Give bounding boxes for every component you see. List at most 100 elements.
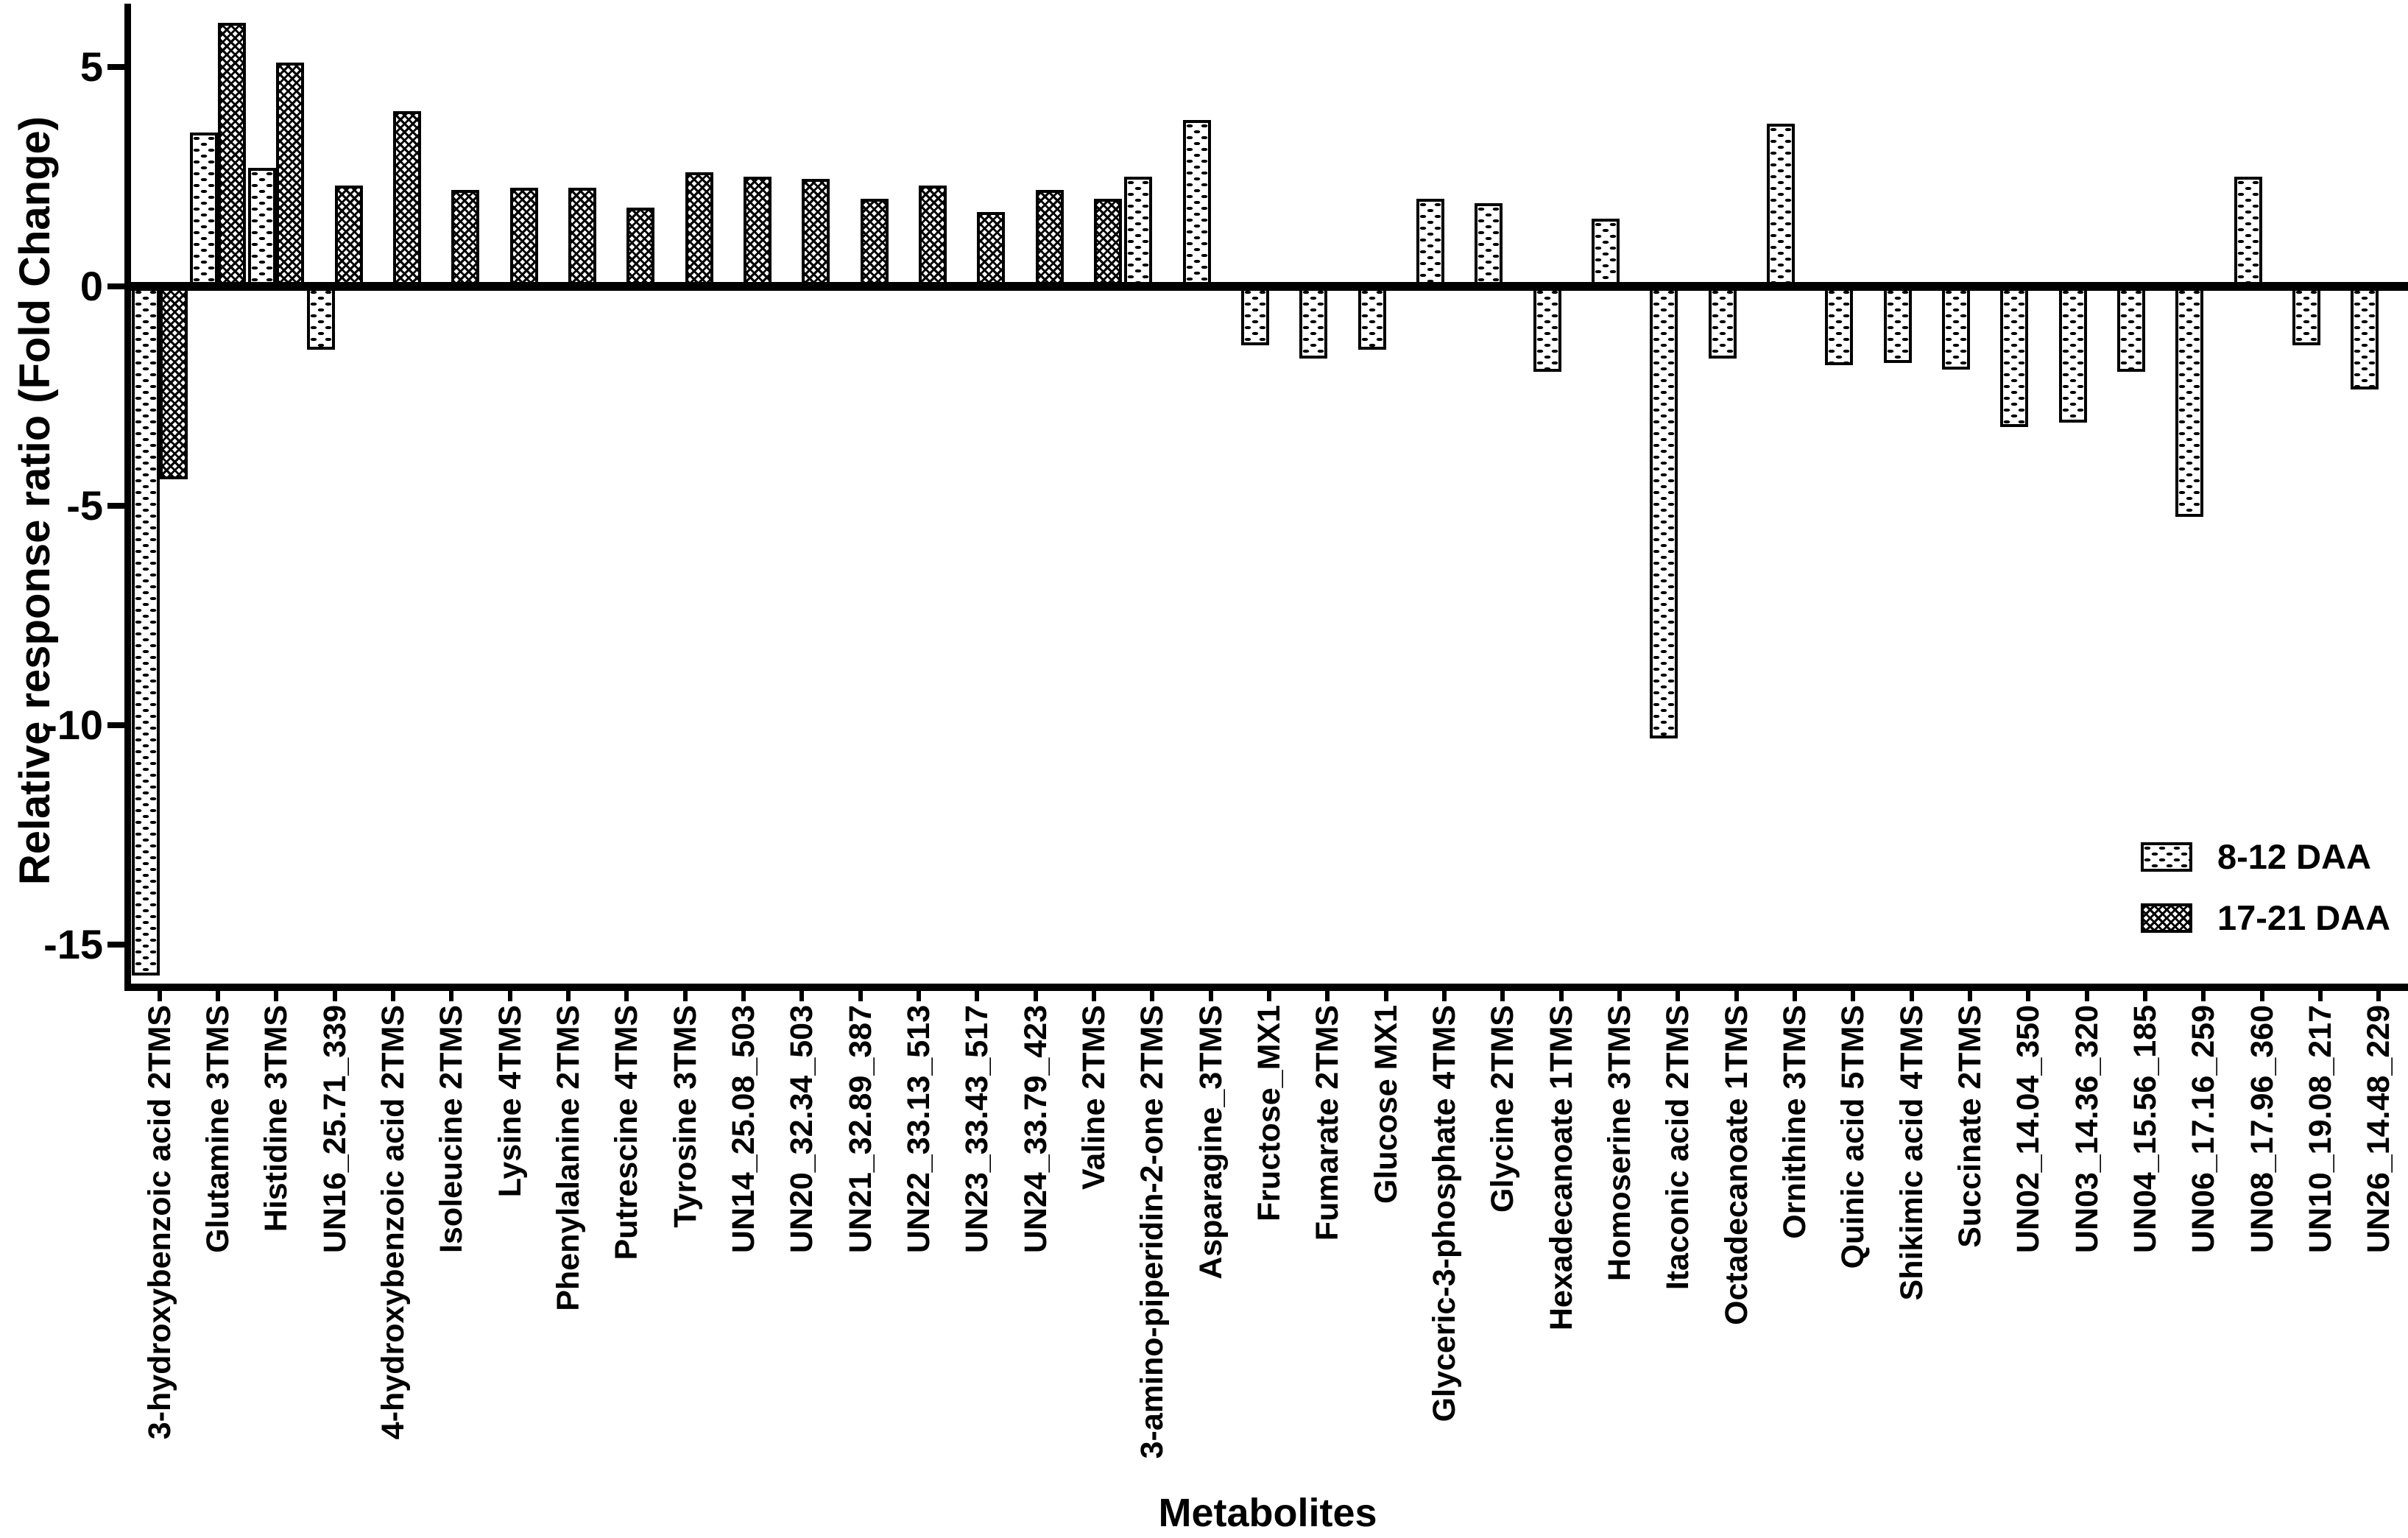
x-tick <box>216 991 220 1001</box>
zero-baseline <box>124 282 2408 291</box>
bar-8-12-daa <box>1825 286 1854 366</box>
bar-8-12-daa <box>2000 286 2029 427</box>
x-category-label: Succinate 2TMS <box>1952 1005 1988 1248</box>
x-category-label: UN14_25.08_503 <box>726 1005 761 1254</box>
x-tick <box>1676 991 1681 1001</box>
legend-label: 8-12 DAA <box>2217 837 2371 876</box>
x-category-label: Asparagine_3TMS <box>1193 1005 1229 1280</box>
x-category-label: Tyrosine 3TMS <box>667 1005 703 1228</box>
bar-8-12-daa <box>2175 286 2204 517</box>
x-tick <box>799 991 805 1001</box>
bar-17-21-daa <box>802 178 830 286</box>
bar-17-21-daa <box>568 187 596 286</box>
y-tick-label: -15 <box>43 921 103 967</box>
x-tick <box>2026 991 2031 1001</box>
x-category-label: UN02_14.04_350 <box>2010 1005 2047 1254</box>
x-axis-line <box>124 984 2408 991</box>
x-category-label: Glyceric-3-phosphate 4TMS <box>1427 1005 1462 1422</box>
x-category-label: UN20_32.34_503 <box>784 1005 820 1254</box>
x-tick <box>274 991 279 1001</box>
bar-8-12-daa <box>2234 177 2262 286</box>
x-tick <box>1325 991 1330 1001</box>
bar-8-12-daa <box>1241 286 1269 346</box>
bar-17-21-daa <box>509 187 538 286</box>
bar-17-21-daa <box>919 185 947 286</box>
x-category-label: Homoserine 3TMS <box>1602 1005 1637 1282</box>
x-category-label: Lysine 4TMS <box>492 1005 528 1198</box>
bar-8-12-daa <box>1299 286 1328 359</box>
x-category-label: UN08_17.96_360 <box>2244 1005 2280 1254</box>
bar-17-21-daa <box>451 189 480 286</box>
x-category-label: Shikimic acid 4TMS <box>1893 1005 1929 1301</box>
x-category-label: Octadecanoate 1TMS <box>1718 1005 1754 1325</box>
x-tick <box>1208 991 1213 1001</box>
x-category-label: UN04_15.56_185 <box>2128 1005 2163 1254</box>
x-tick <box>1851 991 1856 1001</box>
legend-swatch-17-21-daa-icon <box>2141 903 2192 933</box>
x-category-label: Phenylalanine 2TMS <box>551 1005 586 1311</box>
x-tick <box>1442 991 1447 1001</box>
bar-8-12-daa <box>1357 286 1386 350</box>
bar-17-21-daa <box>393 110 421 286</box>
x-category-label: Fructose_MX1 <box>1251 1005 1287 1221</box>
bar-8-12-daa <box>1533 286 1561 373</box>
x-category-label: Glycine 2TMS <box>1485 1005 1521 1213</box>
x-category-label: UN03_14.36_320 <box>2069 1005 2105 1254</box>
y-tick-label: -10 <box>43 702 103 748</box>
x-category-label: UN22_33.13_513 <box>901 1005 936 1254</box>
x-category-label: UN06_17.16_259 <box>2186 1005 2222 1254</box>
x-tick <box>2318 991 2323 1001</box>
x-category-label: Valine 2TMS <box>1076 1005 1112 1190</box>
bar-17-21-daa <box>977 211 1006 286</box>
x-category-label: Fumarate 2TMS <box>1310 1005 1346 1241</box>
x-category-label: UN21_32.89_387 <box>842 1005 878 1254</box>
x-tick <box>1617 991 1622 1001</box>
x-tick <box>566 991 571 1001</box>
x-tick <box>917 991 921 1001</box>
legend-row: 17-21 DAA <box>2141 897 2390 938</box>
x-tick <box>975 991 980 1001</box>
x-tick <box>1793 991 1797 1001</box>
bar-8-12-daa <box>306 286 335 350</box>
x-category-label: Histidine 3TMS <box>258 1005 294 1232</box>
x-category-label: 4-hydroxybenzoic acid 2TMS <box>375 1005 411 1440</box>
bar-8-12-daa <box>1708 286 1737 359</box>
bar-17-21-daa <box>1094 198 1122 286</box>
y-tick-label: -5 <box>66 482 103 529</box>
bar-8-12-daa <box>1592 218 1620 286</box>
legend-label: 17-21 DAA <box>2217 898 2391 937</box>
x-category-label: Putrescine 4TMS <box>609 1005 645 1260</box>
bar-8-12-daa <box>1475 202 1503 286</box>
x-tick <box>741 991 746 1001</box>
x-tick <box>1734 991 1739 1001</box>
bar-17-21-daa <box>334 185 363 286</box>
x-category-label: UN16_25.71_339 <box>317 1005 353 1254</box>
x-tick <box>624 991 629 1001</box>
x-category-label: Ornithine 3TMS <box>1777 1005 1812 1239</box>
x-tick <box>507 991 512 1001</box>
x-category-label: 3-amino-piperidin-2-one 2TMS <box>1134 1005 1171 1459</box>
x-tick <box>1092 991 1096 1001</box>
x-tick <box>157 991 162 1001</box>
x-tick <box>2259 991 2264 1001</box>
x-tick <box>1500 991 1505 1001</box>
bar-8-12-daa <box>1650 286 1678 738</box>
bar-8-12-daa <box>248 168 277 286</box>
x-tick <box>2143 991 2147 1001</box>
x-category-label: UN10_19.08_217 <box>2303 1005 2338 1254</box>
bar-17-21-daa <box>685 172 713 286</box>
x-category-label: Isoleucine 2TMS <box>434 1005 470 1253</box>
bar-8-12-daa <box>2058 286 2087 423</box>
bar-8-12-daa <box>1124 177 1153 286</box>
y-tick <box>107 722 125 728</box>
x-category-label: UN24_33.79_423 <box>1017 1005 1053 1254</box>
x-tick <box>332 991 337 1001</box>
x-tick <box>2084 991 2089 1001</box>
x-tick <box>1558 991 1564 1001</box>
x-category-label: Quinic acid 5TMS <box>1835 1005 1871 1269</box>
y-tick <box>107 64 125 70</box>
x-category-label: UN23_33.43_517 <box>959 1005 995 1254</box>
x-category-label: Hexadecanoate 1TMS <box>1543 1005 1579 1331</box>
y-tick-label: 5 <box>80 43 103 90</box>
